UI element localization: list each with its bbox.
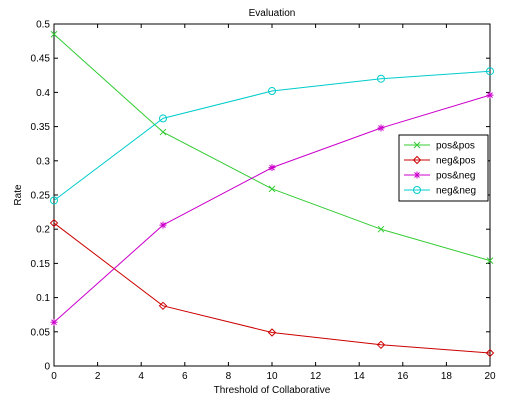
legend-item: neg&neg [404,186,476,197]
x-tick-label: 10 [266,371,278,382]
x-tick-label: 12 [310,371,322,382]
x-tick-label: 18 [441,371,453,382]
data-point-marker [377,225,385,233]
x-tick-label: 14 [354,371,366,382]
data-point-marker [50,318,58,326]
y-tick-label: 0.5 [36,20,50,31]
chart-title: Evaluation [249,8,296,19]
legend-item: pos&neg [404,171,475,182]
y-tick-label: 0.2 [36,225,50,236]
x-tick-label: 6 [182,371,188,382]
series-layer [49,30,495,358]
data-point-marker [159,221,167,229]
data-point-marker [485,348,495,358]
data-point-marker [376,340,386,350]
x-tick-label: 8 [226,371,232,382]
data-point-marker [377,124,385,132]
data-point-marker [268,185,276,193]
data-point-marker [413,186,421,194]
y-tick-label: 0.1 [36,293,50,304]
series-line [53,94,491,323]
legend-item: pos&pos [404,141,475,152]
legend-item: neg&pos [404,156,475,167]
data-point-marker [486,67,494,76]
x-axis-title: Threshold of Collaborative [214,385,331,396]
data-point-marker [486,91,494,99]
x-tick-label: 0 [51,371,57,382]
data-point-marker [413,171,421,179]
legend-label: pos&pos [436,141,475,152]
legend-label: pos&neg [436,171,475,182]
y-tick-label: 0.25 [31,191,51,202]
data-point-marker [267,328,277,337]
legend-label: neg&neg [436,186,476,197]
series-pos-neg [50,91,494,326]
y-tick-label: 0.35 [31,122,51,133]
data-point-marker [159,128,167,136]
axis-ticks: 0 2 4 6 8 10 12 14 16 18 20 0 0.05 0.1 0.15 0.2 0.25 0.3 0… [31,20,496,383]
data-point-marker [377,74,385,83]
data-point-marker [268,164,276,172]
data-point-marker [268,87,276,96]
data-point-marker [413,141,421,149]
series-neg-neg [50,67,494,205]
series-neg-pos [49,218,495,358]
y-tick-label: 0.3 [36,156,50,167]
x-tick-label: 4 [138,371,144,382]
y-tick-label: 0.05 [31,327,51,338]
data-point-marker [50,30,58,38]
data-point-marker [49,218,59,228]
y-tick-label: 0.4 [36,88,50,99]
data-point-marker [412,155,422,165]
legend-label: neg&pos [436,156,475,167]
data-point-marker [159,114,167,123]
data-point-marker [486,257,494,265]
data-point-marker [50,196,58,205]
x-tick-label: 2 [95,371,101,382]
series-pos-pos [50,30,494,265]
y-tick-label: 0 [44,362,50,373]
y-tick-label: 0.15 [31,259,51,270]
series-line [53,222,491,354]
y-axis-title: Rate [13,184,24,206]
y-tick-label: 0.45 [31,54,51,65]
x-tick-label: 16 [397,371,409,382]
series-line [53,70,491,201]
data-point-marker [158,301,168,311]
x-tick-label: 20 [484,371,496,382]
legend: pos&pos neg&pos pos&neg neg&neg [398,134,489,202]
